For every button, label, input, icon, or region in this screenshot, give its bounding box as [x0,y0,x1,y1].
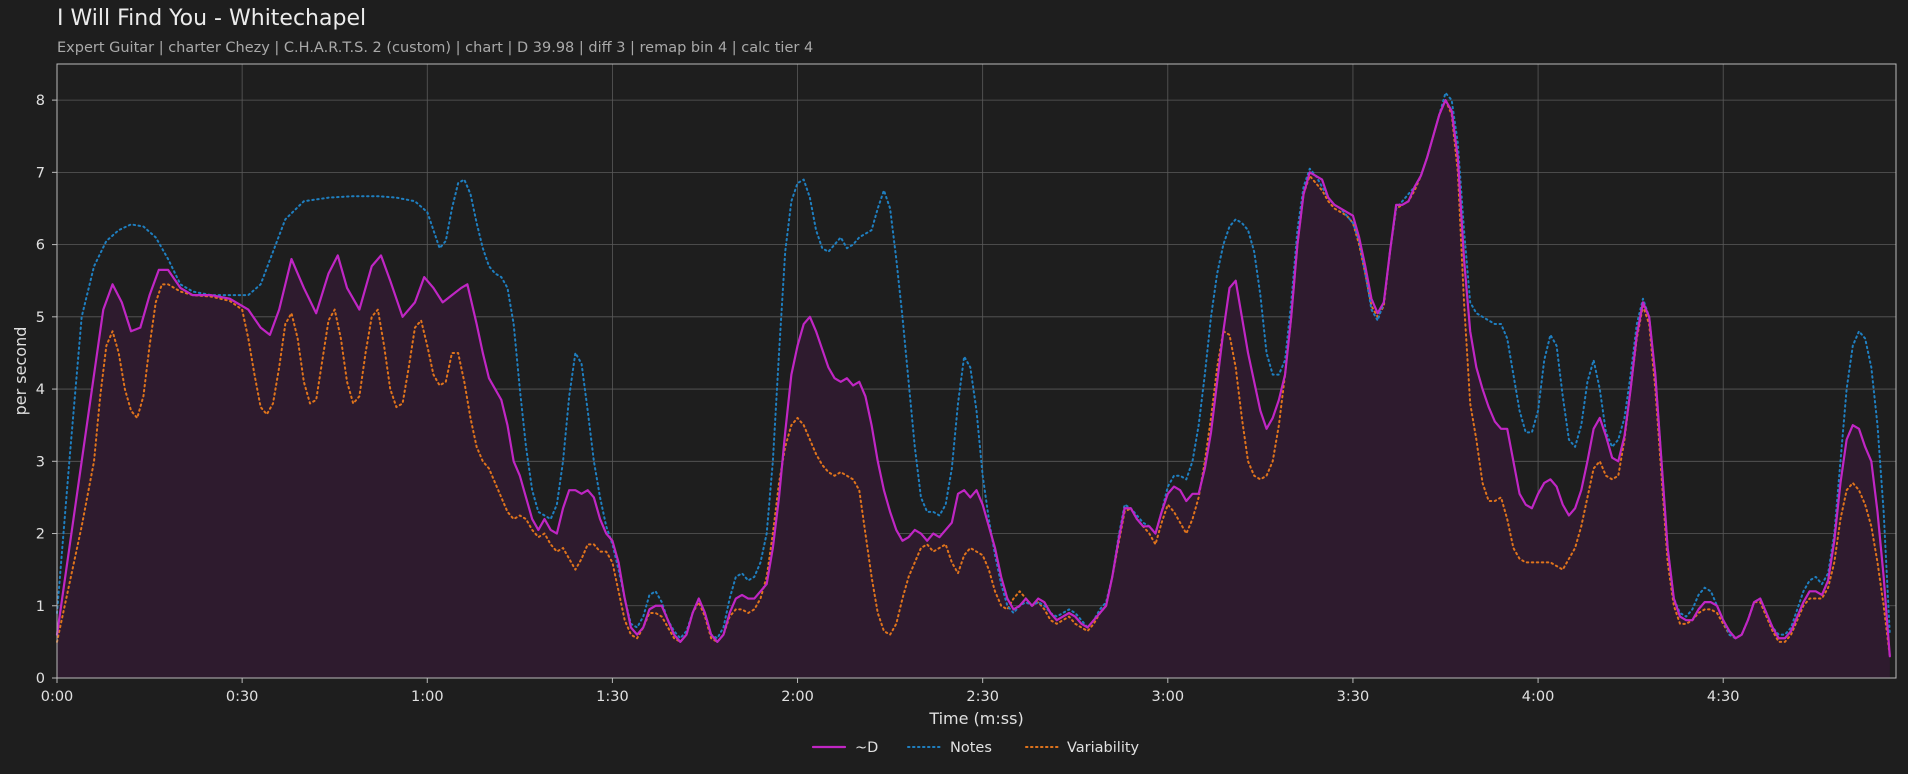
x-axis-label: Time (m:ss) [928,709,1023,728]
x-tick-label: 1:30 [596,689,629,705]
x-tick-label: 4:30 [1707,689,1740,705]
x-tick-label: 2:00 [781,689,814,705]
chart-title: I Will Find You - Whitechapel [57,6,367,31]
plot-frame [56,63,1897,679]
x-axis: 0:00 0:30 1:00 1:30 2:00 2:30 3:00 3:30 4:00 4:30 [41,678,1740,705]
y-tick-label: 0 [36,671,45,687]
x-tick-label: 3:30 [1337,689,1370,705]
y-tick-label: 7 [36,165,45,181]
y-tick-label: 8 [36,93,45,109]
legend-label-variability: Variability [1067,740,1140,756]
y-axis: 0 1 2 3 4 5 6 7 8 [36,93,57,687]
y-axis-label: per second [11,327,30,416]
y-tick-label: 4 [36,382,45,398]
x-tick-label: 3:00 [1152,689,1185,705]
y-tick-label: 3 [36,454,45,470]
x-tick-label: 1:00 [411,689,444,705]
x-tick-label: 0:30 [226,689,259,705]
series-variability-line [56,99,1891,658]
x-tick-label: 2:30 [966,689,999,705]
y-tick-label: 6 [36,238,45,254]
chart-subtitle: Expert Guitar | charter Chezy | C.H.A.R.… [57,40,814,56]
series-d-area [57,100,1890,679]
series-d-line [55,99,1891,658]
y-tick-label: 2 [36,527,45,543]
legend: ~D Notes Variability [811,740,1140,756]
y-tick-label: 5 [36,310,45,326]
x-tick-label: 4:00 [1522,689,1555,705]
x-tick-label: 0:00 [41,689,74,705]
legend-label-notes: Notes [950,740,992,756]
series-notes-line [56,91,1891,640]
series-layer [55,91,1891,679]
legend-label-d: ~D [855,740,878,756]
y-tick-label: 1 [36,599,45,615]
